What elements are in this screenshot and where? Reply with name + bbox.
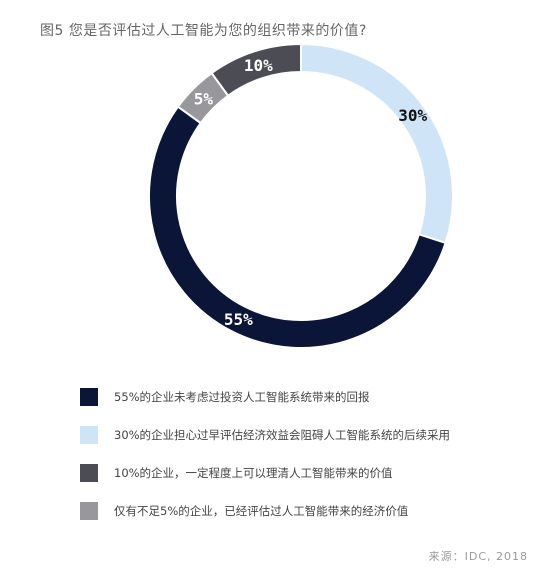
legend-item: 10%的企业，一定程度上可以理清人工智能带来的价值 xyxy=(80,454,450,492)
slice-label: 30% xyxy=(398,106,427,125)
legend-label: 10%的企业，一定程度上可以理清人工智能带来的价值 xyxy=(114,466,393,480)
donut-slice xyxy=(210,42,302,98)
legend-item: 30%的企业担心过早评估经济效益会阻碍人工智能系统的后续采用 xyxy=(80,416,450,454)
slice-label: 5% xyxy=(194,89,214,108)
legend-label: 30%的企业担心过早评估经济效益会阻碍人工智能系统的后续采用 xyxy=(114,428,451,442)
chart-title: 图5 您是否评估过人工智能为您的组织带来的价值? xyxy=(40,23,367,39)
legend-swatch xyxy=(80,502,98,520)
slice-label: 10% xyxy=(244,56,273,75)
legend-label: 仅有不足5%的企业，已经评估过人工智能带来的经济价值 xyxy=(114,504,409,518)
donut-slice xyxy=(148,105,447,349)
donut-chart: 30% 55% 5% 10% xyxy=(148,42,454,349)
donut-slice xyxy=(300,42,454,245)
legend: 55%的企业未考虑过投资人工智能系统带来的回报 30%的企业担心过早评估经济效益… xyxy=(80,378,450,530)
legend-item: 55%的企业未考虑过投资人工智能系统带来的回报 xyxy=(80,378,450,416)
legend-item: 仅有不足5%的企业，已经评估过人工智能带来的经济价值 xyxy=(80,492,450,530)
legend-swatch xyxy=(80,464,98,482)
legend-swatch xyxy=(80,388,98,406)
legend-swatch xyxy=(80,426,98,444)
legend-label: 55%的企业未考虑过投资人工智能系统带来的回报 xyxy=(114,390,370,404)
slice-label: 55% xyxy=(224,310,253,329)
source-note: 来源：IDC, 2018 xyxy=(428,550,528,563)
